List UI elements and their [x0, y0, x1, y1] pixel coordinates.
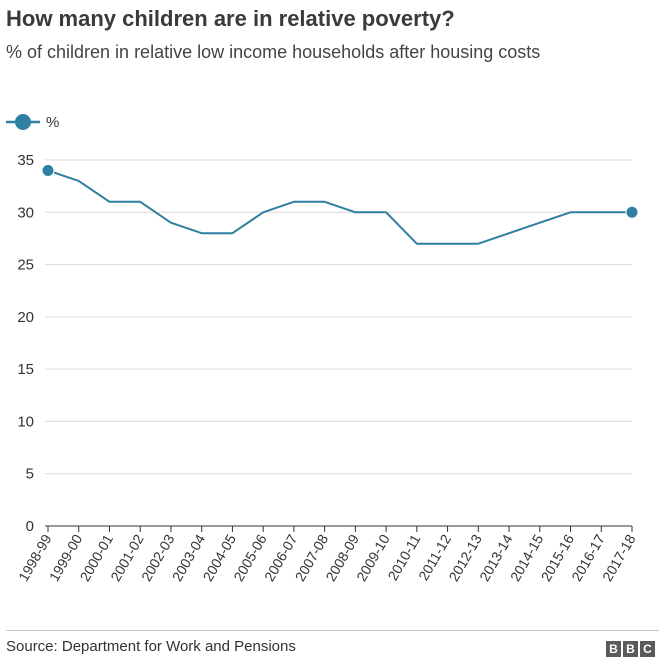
line-chart: 051015202530351998-991999-002000-012001-… — [15, 152, 639, 584]
y-tick-label: 5 — [26, 466, 34, 483]
chart-subtitle: % of children in relative low income hou… — [6, 42, 541, 62]
series-line — [47, 169, 632, 245]
legend-line-marker-icon — [6, 114, 40, 130]
bbc-logo-letter: C — [640, 641, 655, 657]
legend: % — [6, 110, 59, 134]
data-point-marker — [625, 205, 639, 219]
chart-title: How many children are in relative povert… — [6, 6, 455, 31]
bbc-logo: B B C — [606, 641, 655, 657]
source-note: Source: Department for Work and Pensions — [6, 638, 296, 655]
data-point-marker — [41, 163, 55, 177]
y-tick-label: 30 — [17, 204, 34, 221]
y-tick-label: 25 — [17, 257, 34, 274]
bbc-logo-letter: B — [606, 641, 621, 657]
footer-divider — [6, 630, 659, 631]
legend-label: % — [46, 113, 60, 131]
y-tick-label: 20 — [17, 309, 34, 326]
y-tick-label: 35 — [17, 152, 34, 169]
y-tick-label: 10 — [17, 413, 34, 430]
y-tick-label: 0 — [26, 518, 34, 535]
y-tick-label: 15 — [17, 361, 34, 378]
bbc-logo-letter: B — [623, 641, 638, 657]
